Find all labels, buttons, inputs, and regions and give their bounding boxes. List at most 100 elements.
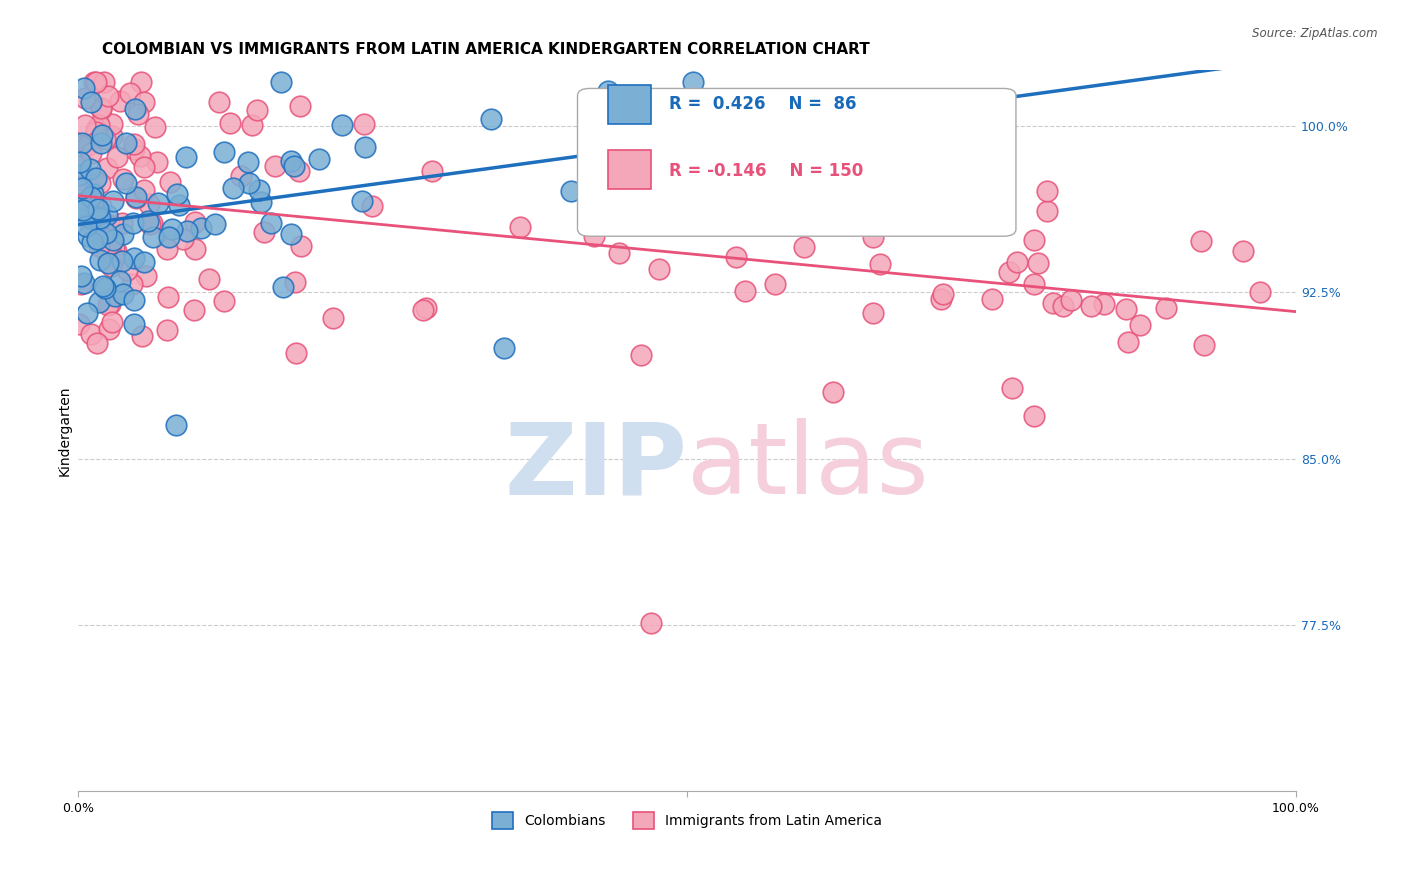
Point [103,219,125,234]
Legend: Colombians, Immigrants from Latin America: Colombians, Immigrants from Latin Americ… [486,806,887,835]
Point [121,216,143,230]
Point [582,228,605,243]
Point [108,274,131,288]
Point [165,418,187,433]
Point [97,89,120,103]
Point [111,216,134,230]
Point [124,102,146,116]
Point [218,116,240,130]
Point [1094,297,1116,311]
Point [108,94,131,108]
Point [101,128,124,143]
Point [156,323,179,337]
Point [111,286,134,301]
Point [280,227,302,241]
Point [122,136,145,151]
Point [283,159,305,173]
Point [253,225,276,239]
Point [280,153,302,168]
Point [122,293,145,307]
Point [100,259,122,273]
Point [72,182,94,196]
Point [84,74,107,88]
Point [103,194,125,209]
Point [70,136,93,150]
Point [598,84,620,98]
Point [290,98,312,112]
Point [633,183,655,197]
Point [1042,296,1064,310]
Point [91,279,114,293]
Point [148,196,170,211]
Point [129,149,152,163]
Point [79,162,101,177]
Point [100,235,122,250]
Point [75,91,97,105]
Point [75,219,97,233]
Point [288,164,311,178]
Point [80,189,103,203]
Point [101,117,124,131]
Point [208,95,231,109]
Point [929,292,952,306]
Point [214,145,236,159]
Point [156,290,179,304]
Point [1052,299,1074,313]
Point [80,235,103,249]
Point [183,303,205,318]
Point [83,74,105,88]
Point [103,241,125,255]
Point [246,103,269,117]
Point [70,153,93,167]
Point [997,264,1019,278]
Point [79,211,101,225]
FancyBboxPatch shape [578,88,1017,236]
Point [240,118,263,132]
Point [89,118,111,132]
Point [156,242,179,256]
Point [98,297,121,311]
Point [70,195,93,210]
Text: COLOMBIAN VS IMMIGRANTS FROM LATIN AMERICA KINDERGARTEN CORRELATION CHART: COLOMBIAN VS IMMIGRANTS FROM LATIN AMERI… [103,42,870,57]
Point [89,252,111,267]
Point [90,101,112,115]
Point [702,165,724,179]
Point [1028,256,1050,270]
Point [122,252,145,266]
Point [94,281,117,295]
Point [80,327,103,342]
Point [120,87,142,101]
Point [157,230,180,244]
Point [682,74,704,88]
Point [238,176,260,190]
Point [980,292,1002,306]
Point [83,224,105,238]
Point [80,145,103,160]
Point [89,176,111,190]
Y-axis label: Kindergarten: Kindergarten [58,385,72,476]
Point [111,253,134,268]
Point [592,186,614,200]
Point [197,272,219,286]
Point [880,202,903,216]
Text: R = -0.146    N = 150: R = -0.146 N = 150 [669,162,863,180]
Point [823,384,845,399]
Point [146,154,169,169]
Point [94,231,117,245]
Point [73,80,96,95]
Point [91,128,114,142]
Point [76,202,98,217]
Point [143,120,166,134]
Point [73,118,96,132]
Point [122,317,145,331]
Point [1115,302,1137,317]
Point [285,346,308,360]
Point [1022,409,1045,424]
Point [84,125,107,139]
Point [136,214,159,228]
Point [90,199,112,213]
Point [862,230,884,244]
Bar [607,150,651,189]
Point [104,289,127,303]
Point [77,196,100,211]
